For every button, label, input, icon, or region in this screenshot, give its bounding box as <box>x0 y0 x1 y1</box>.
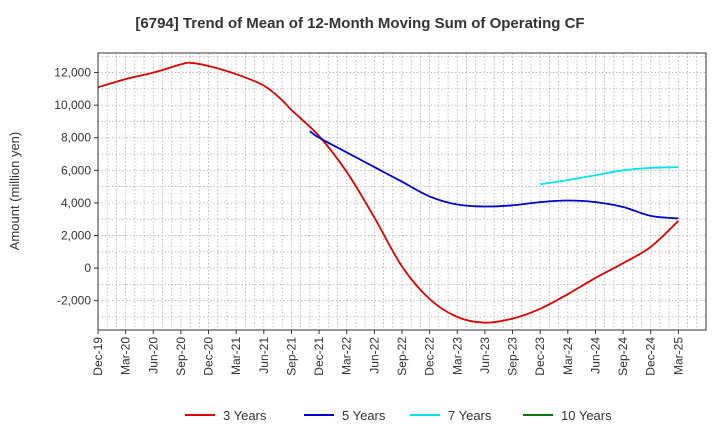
legend-label-7-years: 7 Years <box>448 408 492 423</box>
y-tick-labels: -2,000 0 2,000 4,000 6,000 8,000 10,000 12,000 <box>54 66 98 308</box>
x-tick-label: Dec-20 <box>202 337 216 376</box>
x-tick-label: Dec-24 <box>644 337 658 376</box>
x-tick-label: Sep-23 <box>506 337 520 376</box>
x-tick-label: Mar-20 <box>119 337 133 375</box>
x-tick-label: Sep-20 <box>174 337 188 376</box>
x-tick-label: Dec-21 <box>312 337 326 376</box>
legend-label-3-years: 3 Years <box>223 408 267 423</box>
chart-title: [6794] Trend of Mean of 12-Month Moving … <box>135 15 584 32</box>
x-tick-label: Jun-20 <box>146 337 160 374</box>
x-tick-label: Jun-22 <box>367 337 381 374</box>
y-tick-label: 6,000 <box>61 163 91 177</box>
x-tick-label: Dec-19 <box>91 337 105 376</box>
x-tick-label: Mar-23 <box>450 337 464 375</box>
series-line-5-years <box>309 130 679 220</box>
y-tick-label: 4,000 <box>61 196 91 210</box>
x-tick-label: Jun-24 <box>588 337 602 374</box>
x-tick-label: Mar-25 <box>671 337 685 375</box>
grid-lines <box>98 53 706 330</box>
y-tick-label: 12,000 <box>54 66 91 80</box>
legend-label-5-years: 5 Years <box>342 408 386 423</box>
x-tick-label: Mar-22 <box>340 337 354 375</box>
y-tick-label: -2,000 <box>57 294 91 308</box>
y-tick-label: 0 <box>84 261 91 275</box>
x-tick-label: Sep-22 <box>395 337 409 376</box>
y-tick-label: 8,000 <box>61 131 91 145</box>
x-tick-label: Sep-21 <box>284 337 298 376</box>
x-tick-label: Mar-24 <box>561 337 575 375</box>
x-tick-labels: Dec-19 Mar-20 Jun-20 Sep-20 Dec-20 Mar-21 Jun-… <box>91 330 685 376</box>
legend-label-10-years: 10 Years <box>561 408 612 423</box>
x-tick-label: Dec-22 <box>423 337 437 376</box>
x-tick-label: Jun-23 <box>478 337 492 374</box>
x-tick-label: Dec-23 <box>533 337 547 376</box>
series-lines <box>97 61 680 324</box>
x-tick-label: Jun-21 <box>257 337 271 374</box>
series-line-7-years <box>540 166 679 186</box>
x-tick-label: Mar-21 <box>229 337 243 375</box>
x-tick-label: Sep-24 <box>616 337 630 376</box>
series-line-3-years <box>97 61 680 324</box>
legend: 3 Years 5 Years 7 Years 10 Years <box>185 408 612 423</box>
y-axis-label: Amount (million yen) <box>7 132 22 251</box>
y-tick-label: 10,000 <box>54 98 91 112</box>
y-tick-label: 2,000 <box>61 228 91 242</box>
